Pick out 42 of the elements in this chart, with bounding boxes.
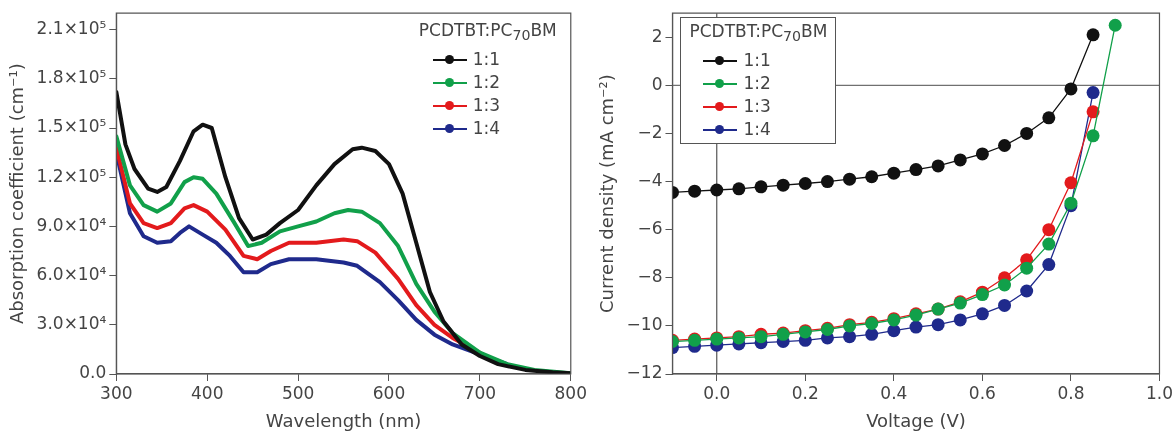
legend-label: 1:2	[743, 72, 771, 93]
y-tick-label: 6.0×10⁴	[36, 264, 107, 285]
y-tick-label: 1.2×10⁵	[36, 165, 107, 186]
y-axis-title: Absorption coefficient (cm⁻¹)	[6, 63, 28, 325]
x-tick-label: 600	[372, 382, 406, 403]
legend-label: 1:4	[743, 118, 771, 139]
x-axis-title: Wavelength (nm)	[265, 409, 422, 431]
y-tick-label: −4	[637, 170, 663, 190]
legend-label: 1:3	[743, 95, 771, 116]
x-tick-label: 0.2	[791, 382, 819, 403]
legend-title: PCDTBT:PC$_{70}$BM	[689, 20, 828, 47]
x-axis-title: Voltage (V)	[866, 409, 966, 431]
y-tick-label: −12	[626, 362, 663, 383]
y-tick-label: 1.8×10⁵	[36, 67, 107, 88]
legend-label: 1:1	[743, 49, 771, 70]
x-tick-label: 400	[190, 382, 224, 403]
x-tick-label: 0.6	[968, 382, 996, 403]
legend-label: 1:3	[472, 94, 501, 115]
y-tick-label: 0	[651, 73, 663, 94]
y-axis-title: Current density (mA cm⁻²)	[596, 74, 618, 314]
y-tick-label: 2	[651, 25, 663, 46]
x-tick-label: 0.8	[1057, 382, 1085, 403]
y-tick-label: −8	[637, 266, 663, 287]
y-tick-label: 1.5×10⁵	[36, 116, 107, 137]
x-tick-label: 700	[463, 382, 497, 403]
y-tick-label: −10	[626, 314, 663, 335]
x-tick-label: 300	[100, 382, 133, 403]
x-tick-label: 0.4	[880, 382, 908, 403]
legend-label: 1:4	[472, 117, 501, 138]
x-tick-label: 800	[554, 382, 587, 403]
y-tick-label: −2	[637, 121, 663, 142]
legend-title: PCDTBT:PC$_{70}$BM	[418, 19, 557, 46]
y-tick-label: 3.0×10⁴	[36, 313, 107, 334]
y-tick-label: 0.0	[79, 362, 107, 383]
x-tick-label: 500	[281, 382, 315, 403]
y-tick-label: 9.0×10⁴	[36, 214, 107, 235]
y-tick-label: 2.1×10⁵	[36, 18, 107, 39]
x-tick-label: 1.0	[1145, 382, 1174, 403]
y-tick-label: −6	[637, 218, 663, 239]
legend-label: 1:2	[472, 71, 501, 92]
x-tick-label: 0.0	[703, 382, 731, 403]
legend-label: 1:1	[472, 48, 501, 69]
